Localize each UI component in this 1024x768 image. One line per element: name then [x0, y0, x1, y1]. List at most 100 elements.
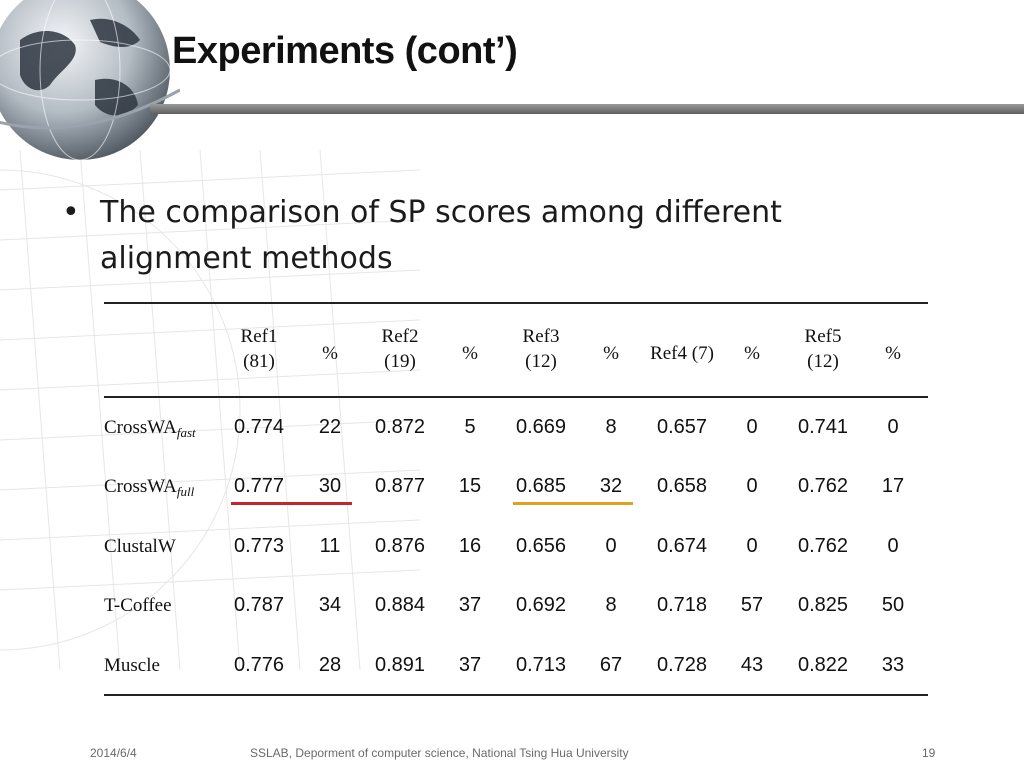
table-cell: 32	[599, 475, 623, 497]
table-cell: 0.741	[797, 416, 849, 438]
table-cell: 0.872	[374, 416, 426, 438]
table-cell: 37	[458, 654, 482, 676]
column-header-line2: (12)	[807, 351, 839, 372]
background-grid-decoration	[0, 150, 420, 670]
table-cell: 0.891	[374, 654, 426, 676]
table-cell: 5	[464, 416, 476, 438]
table-row: Muscle 0.776 28 0.891 37 0.713 67 0.728 43 0.822 3…	[104, 654, 928, 684]
table-row: ClustalW 0.773 11 0.876 16 0.656 0 0.674 0 0.762 0	[104, 535, 928, 565]
column-header: Ref3 (12)	[498, 324, 584, 374]
slide-title: Experiments (cont’)	[172, 30, 518, 72]
table-cell: 0.774	[233, 416, 285, 438]
column-header: Ref5 (12)	[780, 324, 866, 374]
table-cell: 0.658	[656, 475, 708, 497]
row-label: CrossWAfull	[104, 476, 194, 500]
table-cell: 0.762	[797, 535, 849, 557]
table-cell: 67	[599, 654, 623, 676]
footer-page-number: 19	[922, 746, 936, 760]
table-cell: 0.884	[374, 594, 426, 616]
row-label: ClustalW	[104, 536, 176, 558]
globe-icon	[0, 0, 180, 161]
table-cell: 0.713	[515, 654, 567, 676]
column-header-line2: (12)	[525, 351, 557, 372]
table-header: Ref1 (81)% Ref2 (19)% Ref3 (12)% Ref4 (7)% Ref5…	[104, 324, 928, 384]
column-header-line1: Ref5	[804, 326, 842, 347]
table-cell: 43	[740, 654, 764, 676]
bullet-symbol: •	[62, 195, 80, 230]
table-cell: 0.692	[515, 594, 567, 616]
table-top-rule	[104, 302, 928, 304]
table-cell: 0.773	[233, 535, 285, 557]
table-cell: 0	[746, 475, 758, 497]
column-header: %	[865, 341, 921, 366]
column-header: Ref4 (7)	[629, 341, 735, 366]
bullet-text: The comparison of SP scores among differ…	[100, 195, 782, 276]
table-cell: 0.877	[374, 475, 426, 497]
column-header: %	[442, 341, 498, 366]
table-cell: 16	[458, 535, 482, 557]
table-cell: 0.777	[233, 475, 285, 497]
column-header-line1: %	[462, 343, 478, 364]
table-cell: 0.656	[515, 535, 567, 557]
sp-score-table: Ref1 (81)% Ref2 (19)% Ref3 (12)% Ref4 (7)% Ref5…	[104, 0, 928, 768]
table-cell: 0.674	[656, 535, 708, 557]
table-cell: 0.825	[797, 594, 849, 616]
table-cell: 34	[318, 594, 342, 616]
table-cell: 0.718	[656, 594, 708, 616]
method-name: CrossWA	[104, 417, 177, 438]
column-header: Ref1 (81)	[216, 324, 302, 374]
column-header-line1: %	[322, 343, 338, 364]
column-header: %	[724, 341, 780, 366]
table-cell: 30	[318, 475, 342, 497]
table-cell: 17	[881, 475, 905, 497]
table-cell: 0	[605, 535, 617, 557]
column-header-line2: (81)	[243, 351, 275, 372]
column-header: %	[302, 341, 358, 366]
method-name: T-Coffee	[104, 595, 172, 616]
table-cell: 0.685	[515, 475, 567, 497]
row-label: T-Coffee	[104, 595, 172, 617]
table-bottom-rule	[104, 694, 928, 696]
method-name: CrossWA	[104, 476, 177, 497]
table-row: CrossWAfull 0.777 30 0.877 15 0.685 32 0.658 0 0.…	[104, 475, 928, 505]
table-cell: 0.876	[374, 535, 426, 557]
footer-source: SSLAB, Deporment of computer science, Na…	[250, 746, 629, 760]
method-name: ClustalW	[104, 536, 176, 557]
table-cell: 15	[458, 475, 482, 497]
table-cell: 37	[458, 594, 482, 616]
column-header-line1: Ref3	[522, 326, 560, 347]
table-cell: 0	[887, 416, 899, 438]
highlight-underline	[231, 502, 352, 505]
column-header-line1: %	[885, 343, 901, 364]
column-header-line1: Ref1	[240, 326, 278, 347]
table-row: T-Coffee 0.787 34 0.884 37 0.692 8 0.718 57 0.825…	[104, 594, 928, 624]
row-label: Muscle	[104, 655, 160, 677]
table-header-rule	[104, 396, 928, 398]
table-cell: 8	[605, 416, 617, 438]
table-cell: 0.776	[233, 654, 285, 676]
footer-date: 2014/6/4	[90, 746, 137, 760]
table-cell: 0.669	[515, 416, 567, 438]
method-name: Muscle	[104, 655, 160, 676]
table-cell: 50	[881, 594, 905, 616]
column-header-line1: Ref2	[381, 326, 419, 347]
title-underline-bar	[150, 104, 1024, 114]
method-subscript: full	[176, 484, 195, 499]
table-cell: 0.728	[656, 654, 708, 676]
table-cell: 28	[318, 654, 342, 676]
table-cell: 0	[746, 535, 758, 557]
table-cell: 0.787	[233, 594, 285, 616]
column-header-line1: %	[744, 343, 760, 364]
table-cell: 0.657	[656, 416, 708, 438]
column-header-line2: (19)	[384, 351, 416, 372]
highlight-underline	[513, 502, 633, 505]
table-cell: 11	[319, 535, 341, 557]
table-cell: 0.762	[797, 475, 849, 497]
table-cell: 22	[318, 416, 342, 438]
table-row: CrossWAfast 0.774 22 0.872 5 0.669 8 0.657 0 0.74…	[104, 416, 928, 446]
column-header: %	[583, 341, 639, 366]
table-cell: 33	[881, 654, 905, 676]
row-label: CrossWAfast	[104, 417, 196, 441]
column-header-line1: %	[603, 343, 619, 364]
